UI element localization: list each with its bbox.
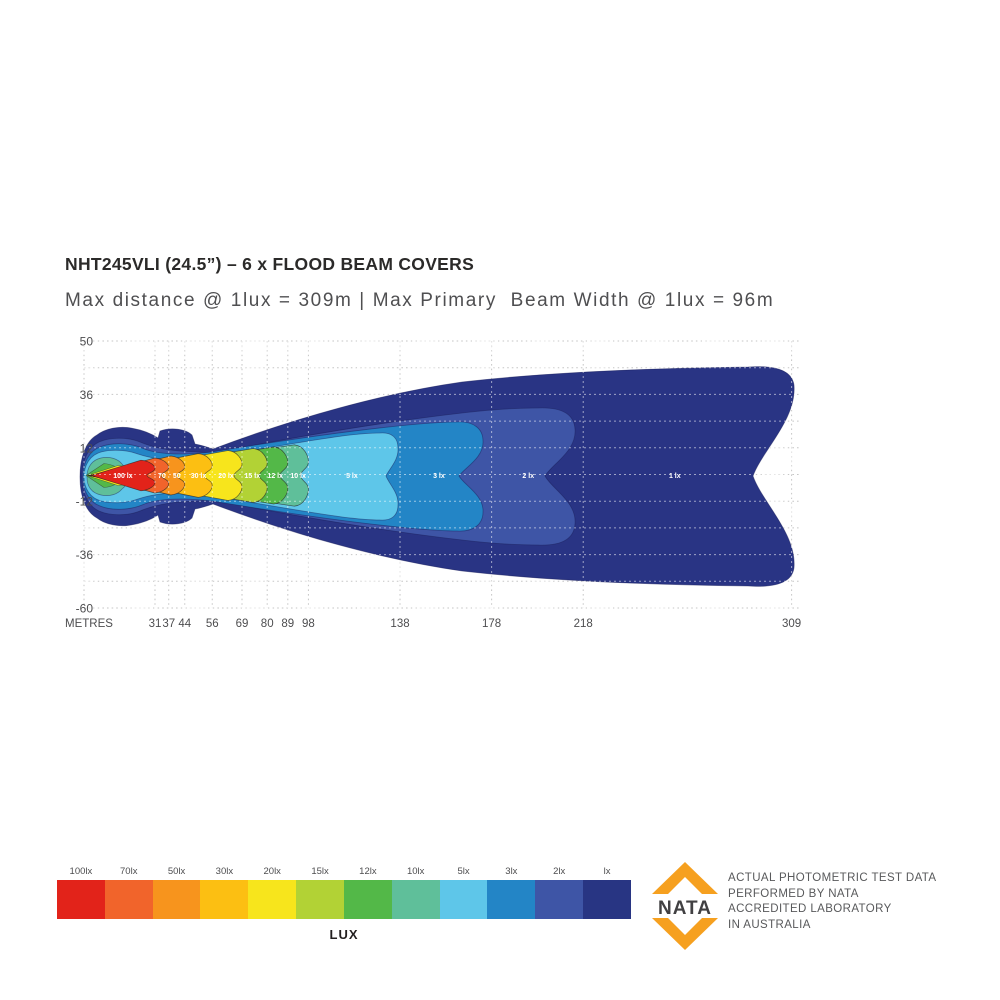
contour-label: 70: [158, 473, 166, 480]
contour-labels: 100 lx 70 50 30 lx 20 lx 15 lx 12 lx 10 lx 5 lx 3…: [113, 473, 681, 480]
beam-contour-100lx: [91, 459, 156, 492]
legend-swatch: [248, 880, 297, 919]
legend-item-label: 10lx: [406, 866, 425, 877]
grid-overlay: [83, 340, 800, 609]
y-axis-tick-label: 50: [80, 335, 94, 349]
metres-label: METRES: [65, 618, 113, 630]
lux-units-label: LUX: [329, 927, 359, 942]
x-axis-tick-label: 178: [482, 618, 501, 630]
x-axis-tick-label: 69: [236, 618, 249, 630]
nata-accreditation: NATA ACTUAL PHOTOMETRIC TEST DATA PERFOR…: [648, 858, 988, 953]
contour-label: 30 lx: [191, 473, 207, 480]
y-axis-tick-label: -12: [76, 495, 94, 509]
contour-label: 50: [173, 473, 181, 480]
y-axis-tick-label: 12: [80, 441, 94, 455]
legend-item-label: lx: [603, 866, 611, 877]
legend-swatch: [57, 880, 105, 919]
page-title: NHT245VLI (24.5”) – 6 x FLOOD BEAM COVER…: [65, 254, 475, 274]
nata-line: ACTUAL PHOTOMETRIC TEST DATA: [728, 872, 937, 884]
legend-item-label: 50lx: [167, 866, 186, 877]
lux-legend: 100lx 70lx 50lx 30lx 20lx 15lx 12lx 10lx 5lx 3lx 2…: [57, 866, 631, 942]
contour-label: 20 lx: [218, 473, 234, 480]
x-axis-tick-label: 89: [281, 618, 294, 630]
contour-label: 12 lx: [267, 473, 283, 480]
legend-swatch: [391, 880, 440, 919]
x-axis-tick-label: 31: [149, 618, 162, 630]
legend-item-label: 12lx: [359, 866, 377, 877]
legend-item-label: 100lx: [69, 866, 93, 877]
x-axis-tick-label: 309: [782, 618, 801, 630]
legend-item-label: 20lx: [263, 866, 281, 877]
legend-item-label: 30lx: [215, 866, 234, 877]
x-axis-tick-label: 56: [206, 618, 219, 630]
beam-chart: 100 lx 70 50 30 lx 20 lx 15 lx 12 lx 10 lx 5 lx 3…: [65, 335, 801, 631]
legend-swatch: [343, 880, 392, 919]
legend-swatch: [104, 880, 153, 919]
contour-label: 10 lx: [290, 473, 306, 480]
contour-label: 2 lx: [522, 473, 534, 480]
contour-label: 100 lx: [113, 473, 133, 480]
nata-up-chevron-icon: [652, 862, 718, 894]
y-axis-tick-label: 36: [80, 388, 94, 402]
nata-line: PERFORMED BY NATA: [728, 887, 859, 900]
x-axis-tick-label: 218: [574, 618, 593, 630]
legend-swatch: [487, 880, 536, 919]
legend-label-row: 100lx 70lx 50lx 30lx 20lx 15lx 12lx 10lx 5lx 3lx 2…: [57, 866, 631, 877]
x-axis-tick-label: 44: [178, 618, 191, 630]
legend-item-label: 15lx: [311, 866, 329, 877]
legend-item-label: 70lx: [120, 866, 138, 877]
legend-swatch: [296, 880, 344, 919]
nata-description: ACTUAL PHOTOMETRIC TEST DATA PERFORMED B…: [728, 871, 936, 933]
x-axis-tick-label: 98: [302, 618, 315, 630]
legend-item-label: 5lx: [457, 866, 470, 877]
contour-label: 1 lx: [669, 473, 681, 480]
legend-swatch: [439, 880, 488, 919]
page-subtitle: Max distance @ 1lux = 309m | Max Primary…: [65, 290, 775, 311]
legend-swatch: [200, 880, 249, 919]
legend-color-bar: [57, 880, 631, 919]
legend-swatch: [535, 880, 584, 919]
legend-swatch: [152, 880, 201, 919]
nata-wordmark: NATA: [658, 898, 712, 919]
contour-label: 5 lx: [346, 473, 358, 480]
legend-item-label: 3lx: [505, 866, 518, 877]
nata-logo: NATA: [652, 862, 718, 950]
legend-item-label: 2lx: [553, 866, 566, 877]
y-axis-tick-label: -36: [76, 548, 94, 562]
nata-down-chevron-icon: [652, 918, 718, 950]
contour-label: 15 lx: [245, 473, 261, 480]
nata-line: ACCREDITED LABORATORY: [728, 903, 892, 915]
legend-swatch: [583, 880, 631, 919]
x-axis-tick-label: 80: [261, 618, 274, 630]
nata-line: IN AUSTRALIA: [728, 918, 811, 931]
contour-label: 3 lx: [433, 473, 445, 480]
y-axis-tick-label: -60: [76, 602, 94, 616]
x-axis-tick-label: 138: [390, 618, 409, 630]
axis-labels: 50 36 12 -12 -36 -60 31 37 44 56 69 80 89 98 138 178 218…: [65, 335, 801, 631]
x-axis-tick-label: 37: [162, 618, 175, 630]
